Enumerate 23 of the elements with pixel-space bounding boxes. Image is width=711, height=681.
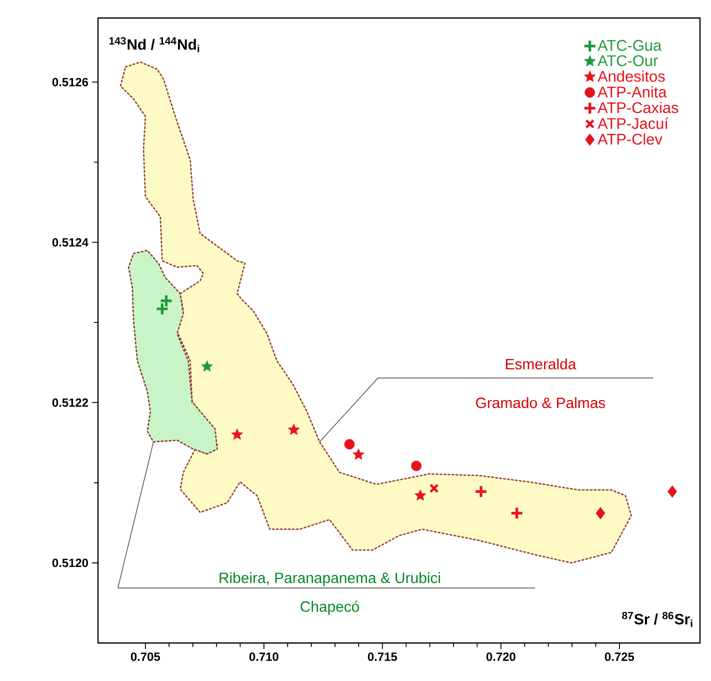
x-tick-label: 0.710: [249, 652, 278, 661]
y-tick-label: 0.5122: [52, 398, 88, 407]
annotation: Ribeira, Paranapanema & Urubici: [220, 572, 440, 586]
legend-label: ATP-Clev: [598, 133, 662, 145]
y-tick-label: 0.5124: [52, 238, 88, 247]
x-tick-label: 0.720: [486, 652, 516, 661]
annotation: Esmeralda: [506, 358, 576, 370]
y-axis-title: $^{143}$Nd / $^{144}$Nd$_{i}$: [109, 37, 200, 52]
legend-label: ATC-Our: [598, 55, 658, 66]
x-axis-title: $^{87}$Sr / $^{86}$Sr$_{i}$: [622, 612, 692, 627]
legend-label: ATP-Caxias: [598, 102, 678, 114]
legend-label: ATP-Anita: [598, 86, 667, 98]
point: [668, 485, 677, 498]
legend-label: ATC-Gua: [598, 40, 662, 51]
x-tick-label: 0.705: [130, 652, 160, 661]
annotation: Chapecó: [300, 600, 360, 615]
annotation: Gramado & Palmas: [476, 397, 606, 408]
x-tick-label: 0.715: [368, 652, 398, 661]
y-tick-label: 0.5126: [52, 78, 88, 86]
legend-label: ATP-Jacuí: [598, 117, 668, 130]
y-tick-label: 0.5120: [52, 558, 88, 568]
x-tick-label: 0.725: [604, 652, 634, 661]
legend-label: Andesitos: [598, 70, 665, 82]
